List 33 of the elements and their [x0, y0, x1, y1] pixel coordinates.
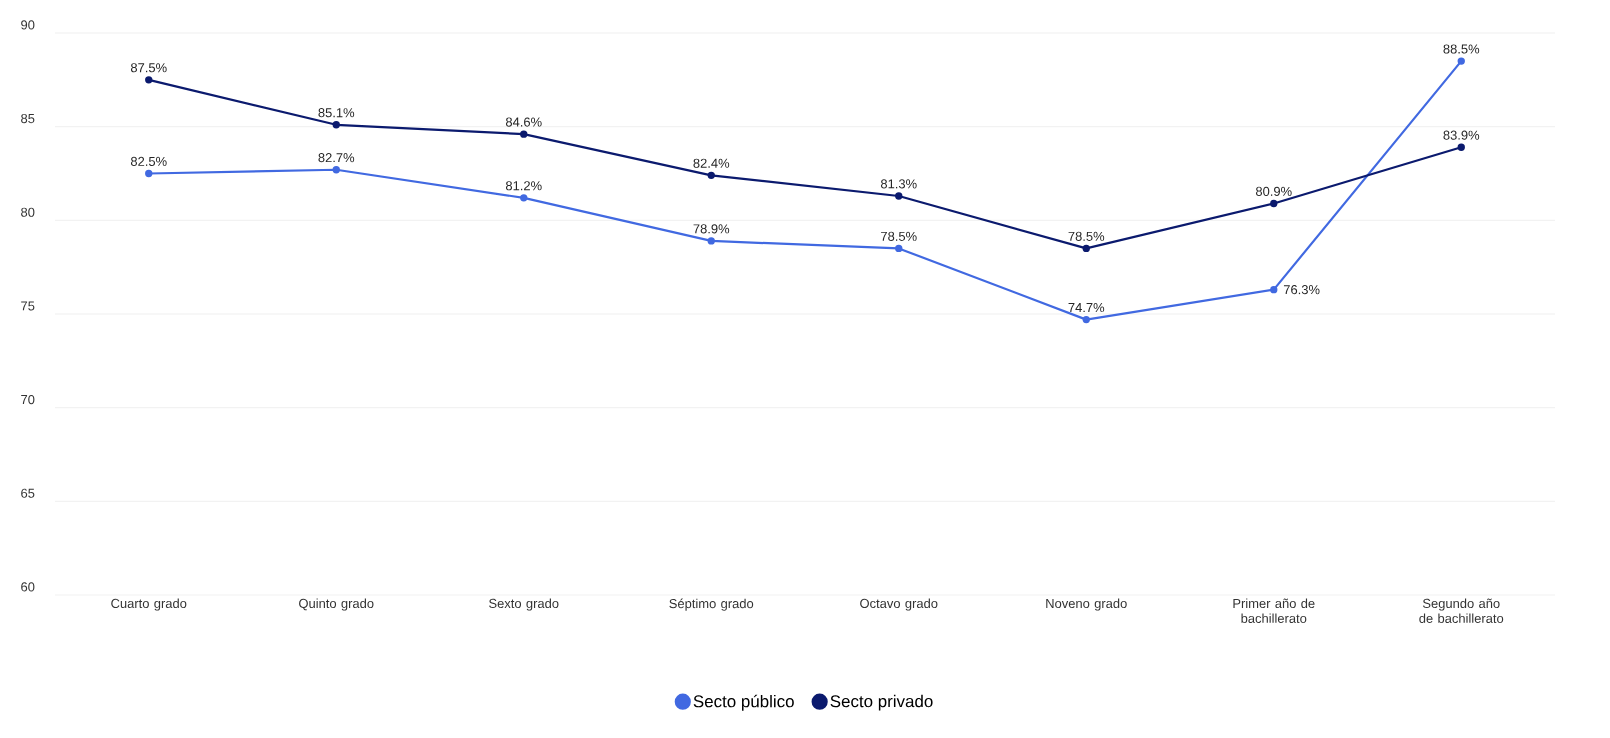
y-tick-label: 85	[21, 113, 35, 124]
data-label: 87.5%	[130, 63, 167, 73]
x-tick-label: Segundo año de bachillerato	[1419, 598, 1504, 623]
data-label: 81.2%	[505, 181, 542, 191]
data-label: 78.5%	[881, 231, 917, 241]
legend-label: Secto privado	[830, 694, 933, 711]
x-tick-label: Noveno grado	[1046, 598, 1127, 611]
x-tick-label: Primer año de bachillerato	[1233, 598, 1315, 623]
data-label: 83.9%	[1443, 130, 1480, 140]
x-tick-label: Octavo grado	[860, 598, 938, 611]
legend-label: Secto público	[693, 694, 794, 711]
x-tick-label: Séptimo grado	[669, 598, 754, 611]
data-label: 81.3%	[880, 179, 917, 189]
y-tick-label: 65	[21, 488, 35, 498]
data-label: 88.5%	[1443, 44, 1480, 54]
y-tick-label: 80	[21, 207, 35, 217]
x-tick-label: Sexto grado	[489, 598, 559, 611]
y-tick-label: 60	[21, 582, 35, 592]
y-tick-label: 75	[21, 301, 35, 311]
data-label: 82.7%	[318, 153, 355, 163]
data-label: 74.7%	[1068, 303, 1105, 313]
data-label: 78.9%	[693, 224, 730, 234]
y-tick-label: 90	[21, 20, 35, 30]
data-label: 84.6%	[505, 117, 542, 127]
y-tick-label: 70	[21, 394, 35, 405]
data-label: 85.1%	[318, 108, 355, 118]
x-tick-label: Cuarto grado	[111, 598, 187, 611]
data-label: 82.4%	[693, 158, 730, 168]
data-label: 76.3%	[1283, 285, 1320, 295]
data-label: 80.9%	[1255, 186, 1292, 196]
x-tick-label: Quinto grado	[299, 598, 374, 611]
data-label: 78.5%	[1068, 231, 1105, 241]
data-label: 82.5%	[130, 156, 167, 166]
